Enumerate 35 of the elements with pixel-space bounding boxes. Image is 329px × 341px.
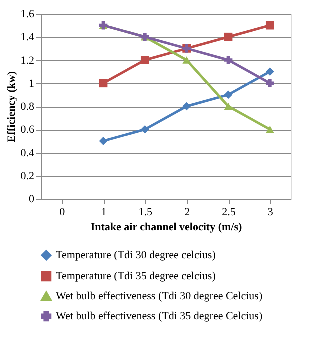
y-tick-label: 1.4 [20, 32, 35, 44]
x-tick-label: 1.5 [138, 206, 154, 218]
x-tick-label: 3 [268, 206, 274, 218]
y-tick-label: 1.2 [20, 54, 34, 67]
y-tick-label: 0.4 [20, 147, 35, 160]
y-tick-label: 0 [29, 194, 35, 206]
point [224, 90, 233, 100]
point [224, 102, 233, 110]
point [140, 125, 150, 134]
point [266, 21, 274, 30]
point [99, 79, 108, 88]
legend-label: Wet bulb effectiveness (Tdi 30 degree Celcius) [56, 290, 263, 302]
point [266, 68, 274, 76]
point [224, 32, 233, 42]
legend-label: Wet bulb effectiveness (Tdi 35 degree Celcius) [56, 310, 263, 322]
x-axis-title: Intake air channel velocity (m/s) [90, 222, 243, 234]
point [182, 56, 192, 64]
y-axis-title: Efficiency (kw) [6, 71, 18, 143]
point [140, 56, 150, 64]
point [224, 56, 233, 64]
x-tick-label: 2.5 [222, 206, 236, 218]
legend-label: Temperature (Tdi 35 degree celcius) [56, 270, 216, 282]
point [182, 102, 192, 111]
y-tick-label: 1 [29, 78, 34, 90]
point [266, 79, 274, 88]
x-tick-label: 0 [60, 206, 66, 218]
x-tick-label: 2 [184, 206, 190, 218]
y-tick-label: 1.6 [20, 8, 35, 20]
y-tick-label: 0.2 [20, 170, 34, 182]
legend-label: Temperature (Tdi 30 degree celcius) [56, 250, 216, 262]
x-tick-label: 1 [101, 206, 107, 218]
y-tick-label: 0.6 [20, 124, 35, 136]
y-tick-label: 0.8 [20, 101, 35, 113]
point [266, 126, 274, 134]
point [99, 137, 108, 146]
